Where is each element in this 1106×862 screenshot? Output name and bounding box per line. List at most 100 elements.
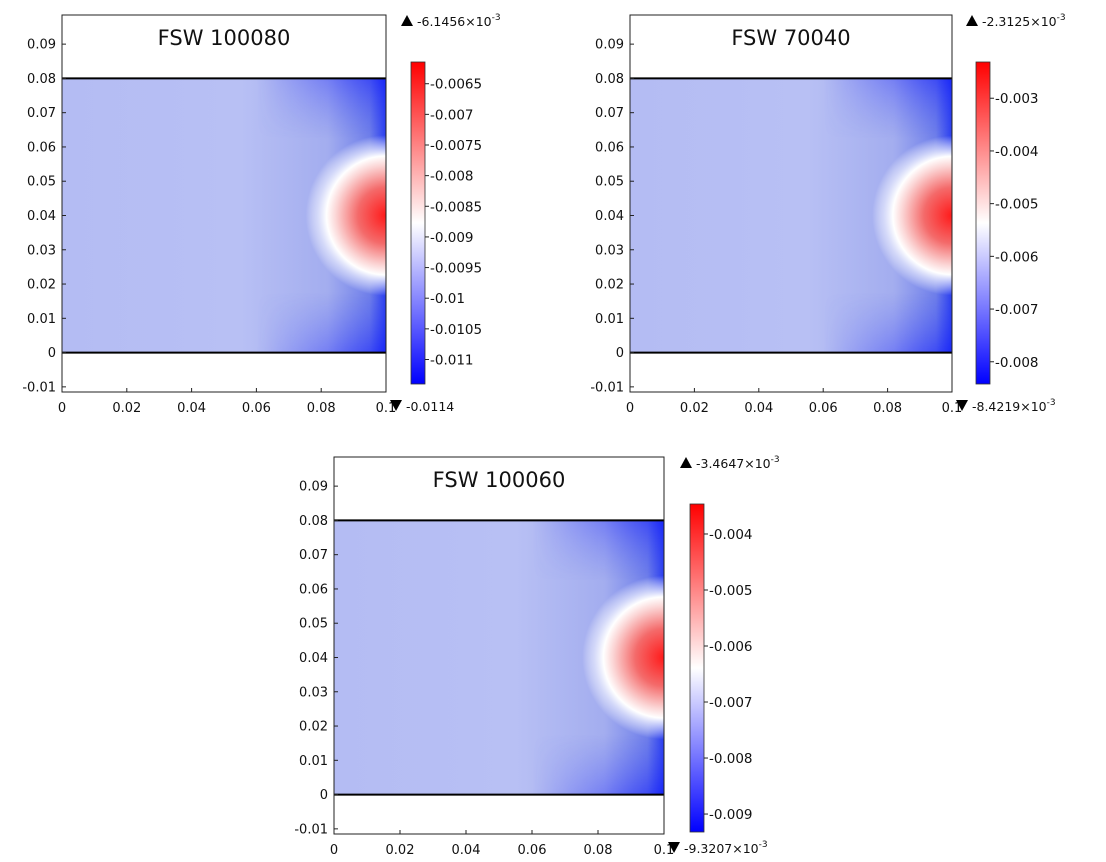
colorbar-tick-label: -0.005 — [709, 583, 753, 599]
y-tick-label: 0.09 — [299, 480, 328, 495]
colorbar-tick-label: -0.007 — [709, 695, 753, 711]
colorbar — [975, 61, 991, 385]
x-tick-label: 0 — [626, 401, 634, 416]
x-tick-label: 0.08 — [307, 401, 336, 416]
min-triangle-icon — [390, 400, 402, 411]
y-tick-label: 0.02 — [27, 278, 56, 293]
colorbar-min-exponent: -3 — [1047, 398, 1056, 408]
colorbar-tick-label: -0.004 — [995, 144, 1039, 160]
hotspot — [305, 135, 386, 296]
y-tick-label: 0.03 — [27, 243, 56, 258]
x-tick-label: 0.06 — [242, 401, 271, 416]
y-tick-label: 0.07 — [27, 106, 56, 121]
y-tick-label: 0.06 — [27, 140, 56, 155]
x-tick-label: 0.04 — [177, 401, 206, 416]
colorbar-max-value: -6.1456×10 — [417, 14, 492, 29]
y-tick-label: 0.05 — [27, 175, 56, 190]
y-tick-label: 0.06 — [299, 582, 328, 597]
y-tick-label: 0.04 — [27, 209, 56, 224]
x-tick-label: 0.08 — [584, 843, 613, 858]
colorbar-tick-label: -0.0085 — [430, 199, 482, 215]
colorbar-min-label: -0.0114 — [406, 399, 454, 414]
y-tick-label: -0.01 — [590, 380, 624, 395]
x-tick-label: 0.08 — [873, 401, 902, 416]
colorbar-max-exponent: -3 — [771, 455, 780, 465]
hotspot — [582, 575, 664, 740]
colorbar-tick-label: -0.006 — [995, 249, 1039, 265]
y-tick-label: 0.09 — [27, 38, 56, 53]
y-tick-label: 0.05 — [595, 175, 624, 190]
heatmap-panel-1: FSW 100080 0.09 0.08 0.07 0.06 0.05 0.04 0.03 0.… — [22, 13, 500, 416]
colorbar-min-value: -8.4219×10 — [972, 399, 1047, 414]
x-tick-label: 0.02 — [680, 401, 709, 416]
heatmap-panel-2: FSW 70040 0.09 0.08 0.07 0.06 0.05 0.04 0.03 0.0… — [590, 13, 1065, 416]
colorbar-min-value: -9.3207×10 — [684, 841, 759, 856]
panel-title: FSW 100080 — [158, 26, 291, 50]
colorbar-tick-label: -0.007 — [430, 107, 474, 123]
colorbar-tick-label: -0.006 — [709, 639, 753, 655]
colorbar-tick-label: -0.01 — [430, 291, 465, 307]
colorbar-max-value: -3.4647×10 — [696, 456, 771, 471]
colorbar-tick-label: -0.004 — [709, 527, 753, 543]
min-triangle-icon — [668, 842, 680, 853]
x-tick-label: 0.06 — [518, 843, 547, 858]
axes-frame — [629, 14, 953, 393]
colorbar-tick-label: -0.003 — [995, 91, 1039, 107]
colorbar-max-exponent: -3 — [492, 13, 501, 23]
max-triangle-icon — [680, 457, 692, 468]
colorbar — [410, 61, 426, 385]
colorbar-tick-label: -0.0105 — [430, 322, 482, 338]
colorbar-max-value: -2.3125×10 — [982, 14, 1057, 29]
y-tick-label: 0.04 — [299, 651, 328, 666]
y-tick-label: 0.01 — [299, 754, 328, 769]
colorbar-tick-label: -0.008 — [709, 751, 753, 767]
colorbar-min-value: -0.0114 — [406, 399, 454, 414]
y-tick-label: 0.03 — [299, 685, 328, 700]
panel-title: FSW 70040 — [731, 26, 850, 50]
hotspot — [872, 135, 952, 296]
colorbar-tick-label: -0.009 — [709, 807, 753, 823]
x-tick-label: 0 — [330, 843, 338, 858]
x-tick-label: 0.02 — [386, 843, 415, 858]
y-tick-label: 0 — [48, 346, 56, 361]
x-tick-label: 0 — [58, 401, 66, 416]
y-tick-label: 0 — [320, 788, 328, 803]
colorbar-max-label: -3.4647×10-3 — [696, 455, 780, 471]
x-tick-label: 0.1 — [942, 401, 963, 416]
y-tick-label: 0.02 — [595, 278, 624, 293]
y-tick-label: 0.07 — [299, 548, 328, 563]
colorbar-tick-label: -0.0095 — [430, 261, 482, 277]
y-tick-label: 0.08 — [299, 514, 328, 529]
colorbar-tick-label: -0.0065 — [430, 77, 482, 93]
x-tick-label: 0.04 — [452, 843, 481, 858]
colorbar — [689, 503, 705, 833]
min-triangle-icon — [956, 400, 968, 411]
y-tick-label: -0.01 — [294, 822, 328, 837]
x-tick-label: 0.06 — [809, 401, 838, 416]
y-tick-label: 0.09 — [595, 38, 624, 53]
colorbar-min-label: -9.3207×10-3 — [684, 840, 768, 856]
max-triangle-icon — [401, 15, 413, 26]
axes-frame — [61, 14, 387, 393]
panel-title: FSW 100060 — [433, 468, 566, 492]
max-triangle-icon — [966, 15, 978, 26]
colorbar-tick-label: -0.007 — [995, 302, 1039, 318]
x-tick-label: 0.02 — [112, 401, 141, 416]
colorbar-tick-label: -0.011 — [430, 352, 474, 368]
colorbar-tick-label: -0.005 — [995, 197, 1039, 213]
y-tick-label: 0.08 — [595, 72, 624, 87]
colorbar-max-label: -6.1456×10-3 — [417, 13, 501, 29]
y-tick-label: -0.01 — [22, 380, 56, 395]
y-tick-label: 0.08 — [27, 72, 56, 87]
colorbar-min-label: -8.4219×10-3 — [972, 398, 1056, 414]
y-tick-label: 0 — [616, 346, 624, 361]
x-tick-label: 0.1 — [376, 401, 397, 416]
y-tick-label: 0.01 — [27, 312, 56, 327]
x-tick-label: 0.1 — [654, 843, 675, 858]
colorbar-tick-label: -0.0075 — [430, 138, 482, 154]
y-tick-label: 0.01 — [595, 312, 624, 327]
colorbar-tick-label: -0.008 — [995, 355, 1039, 371]
y-tick-label: 0.03 — [595, 243, 624, 258]
y-tick-label: 0.04 — [595, 209, 624, 224]
